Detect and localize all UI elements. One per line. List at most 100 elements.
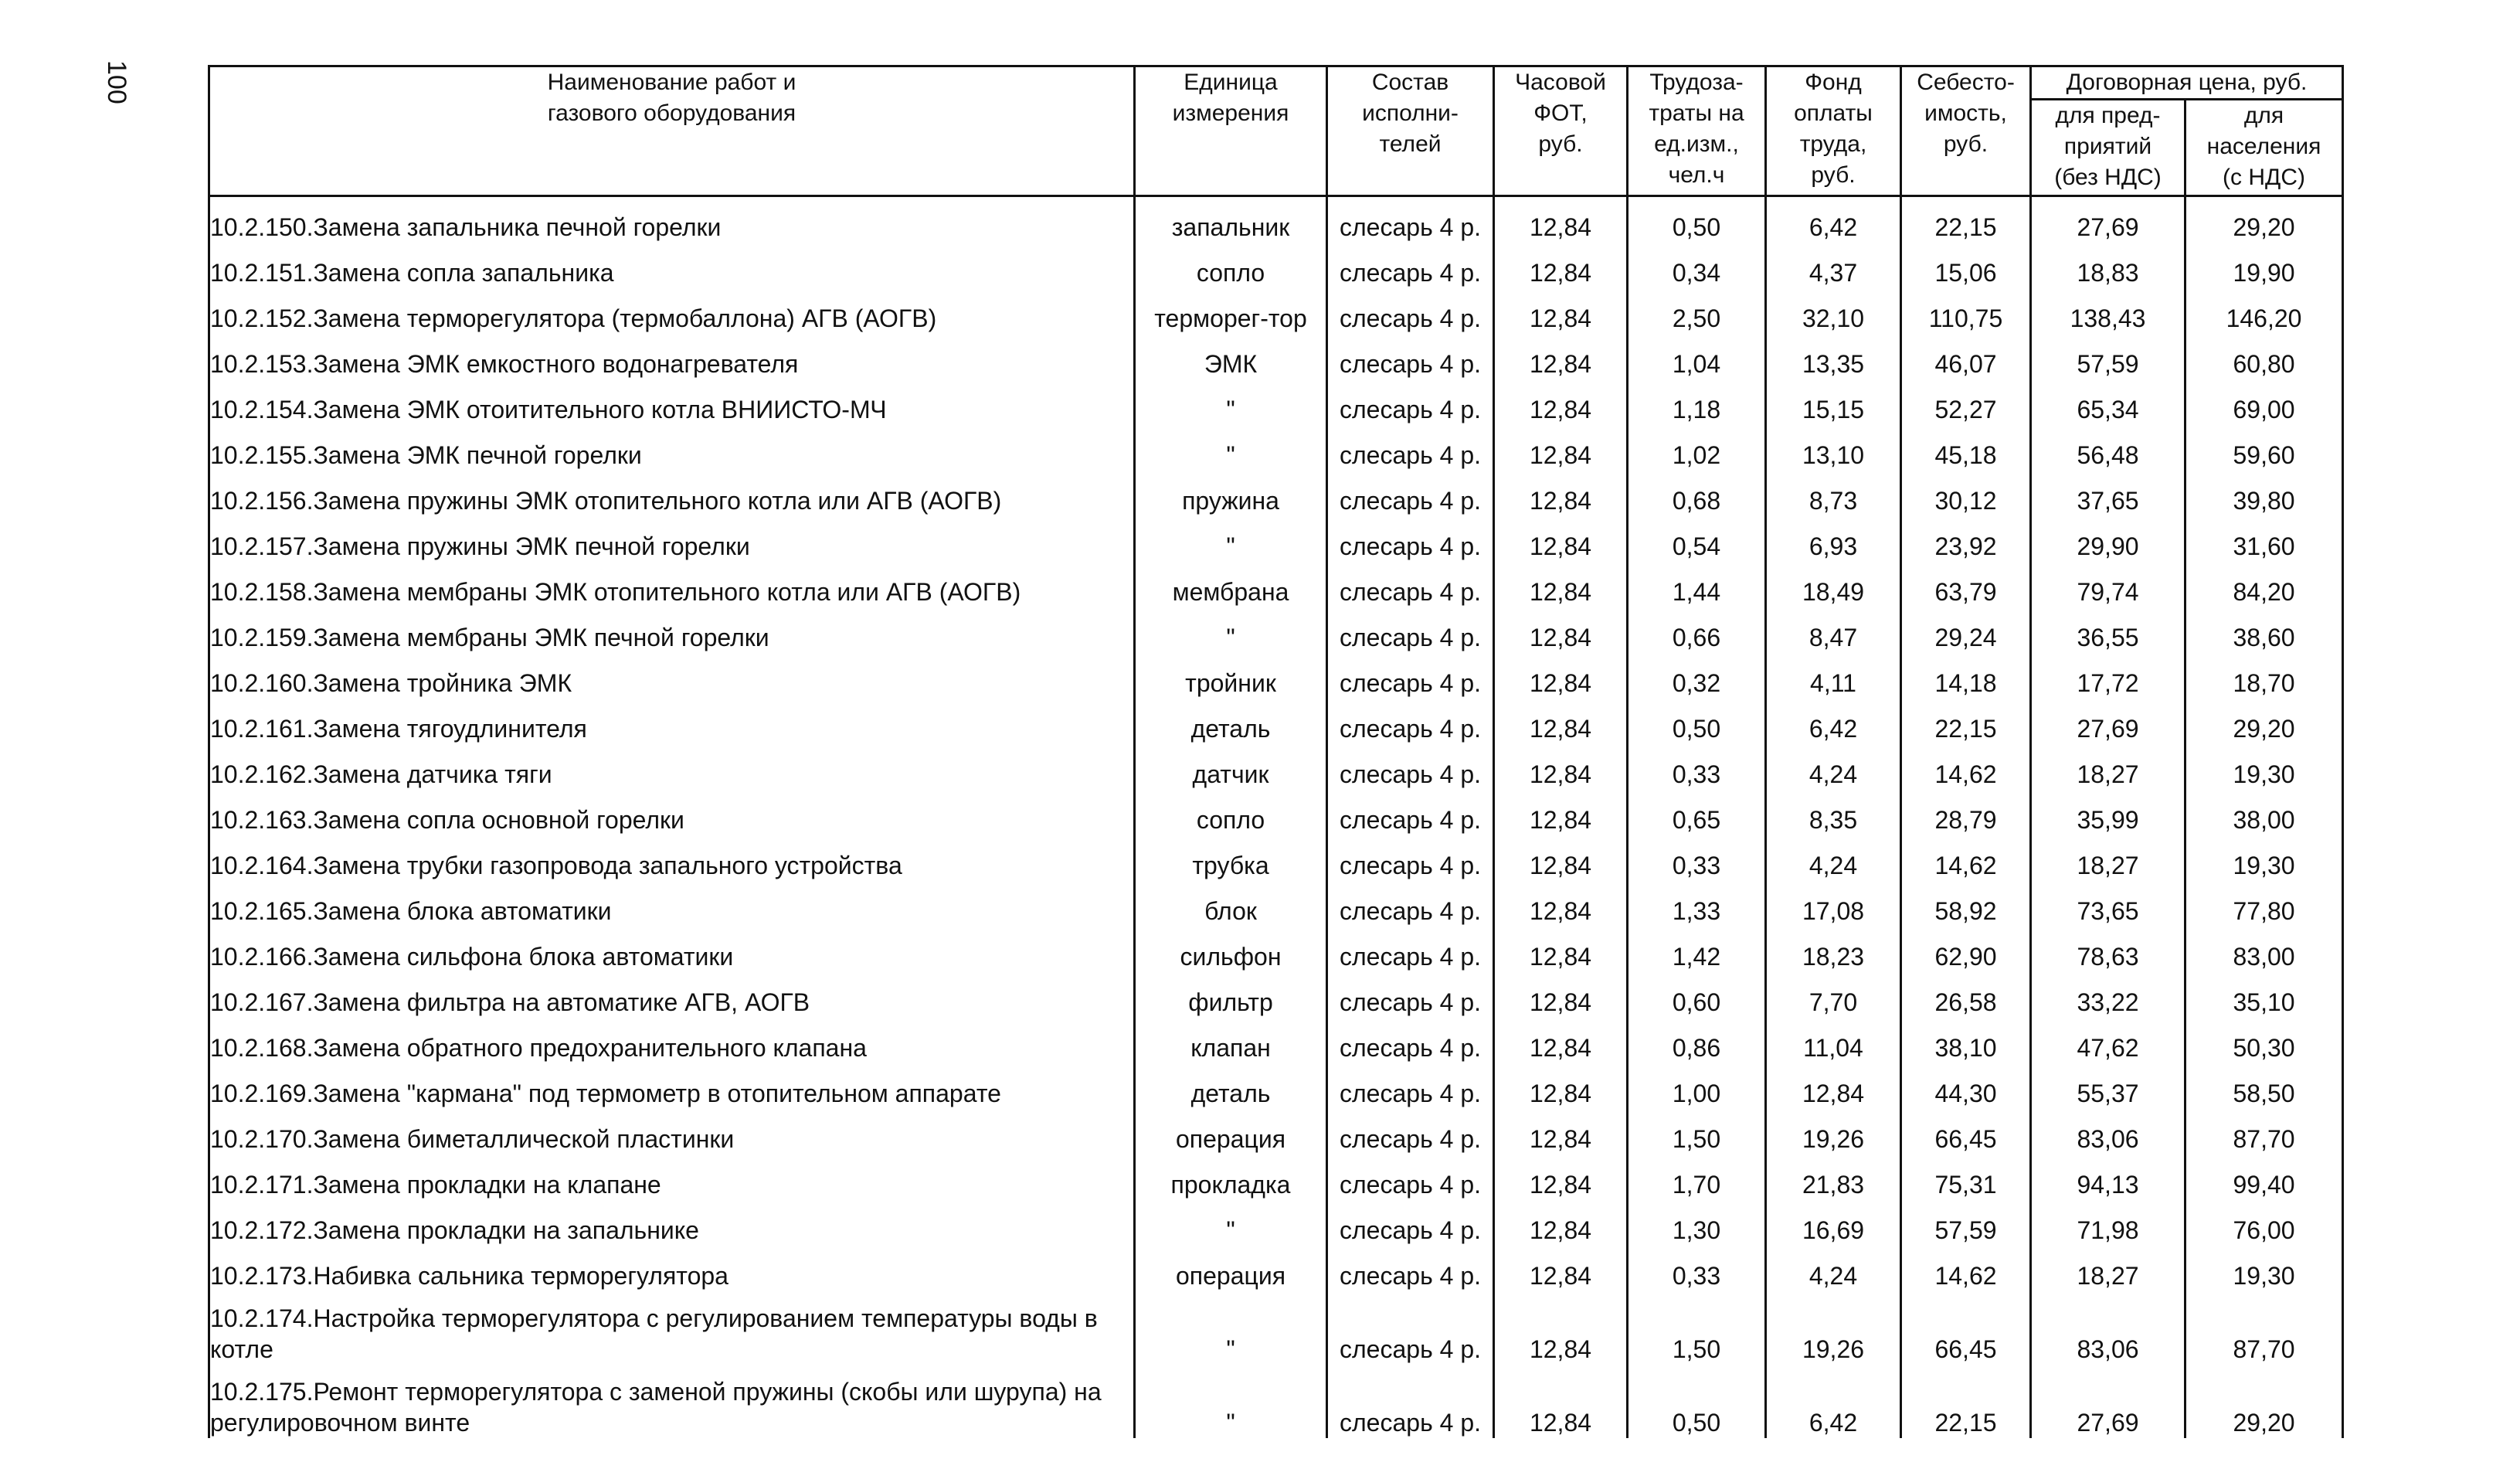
number-cell: 46,07 <box>1900 334 2032 379</box>
text-cell: слесарь 4 р. <box>1326 425 1495 471</box>
text-cell: " <box>1133 1365 1328 1438</box>
number-cell: 65,34 <box>2029 379 2186 425</box>
number-cell: 58,92 <box>1900 881 2032 927</box>
work-name-cell: 10.2.171.Замена прокладки на клапане <box>208 1154 1136 1200</box>
number-cell: 62,90 <box>1900 927 2032 972</box>
number-cell: 19,30 <box>2183 1246 2345 1291</box>
number-cell: 12,84 <box>1493 471 1628 516</box>
work-name-cell: 10.2.168.Замена обратного предохранитель… <box>208 1018 1136 1063</box>
header-row: для пред-приятий (без НДС) для населения (с … <box>209 98 2345 197</box>
number-cell: 55,37 <box>2029 1063 2186 1109</box>
work-name-cell: 10.2.157.Замена пружины ЭМК печной горел… <box>208 516 1136 562</box>
number-cell: 18,27 <box>2029 1246 2186 1291</box>
number-cell: 12,84 <box>1493 1200 1628 1246</box>
number-cell: 30,12 <box>1900 471 2032 516</box>
table-row: 10.2.153.Замена ЭМК емкостного водонагре… <box>208 334 2345 379</box>
number-cell: 18,49 <box>1764 562 1902 607</box>
number-cell: 0,34 <box>1626 243 1767 288</box>
text-cell: слесарь 4 р. <box>1326 562 1495 607</box>
number-cell: 0,65 <box>1626 790 1767 835</box>
text-cell: " <box>1133 379 1328 425</box>
text-cell: слесарь 4 р. <box>1326 790 1495 835</box>
work-code: 10.2.151. <box>210 259 314 287</box>
work-name-cell: 10.2.152.Замена терморегулятора (термоба… <box>208 288 1136 334</box>
number-cell: 18,83 <box>2029 243 2186 288</box>
text-cell: слесарь 4 р. <box>1326 1291 1495 1365</box>
header-line: чел.ч <box>1668 162 1725 188</box>
work-name: 10.2.159.Замена мембраны ЭМК печной горе… <box>210 622 1133 653</box>
work-code: 10.2.170. <box>210 1125 314 1153</box>
text-cell: " <box>1133 425 1328 471</box>
number-cell: 1,50 <box>1626 1109 1767 1154</box>
work-code: 10.2.164. <box>210 852 314 879</box>
number-cell: 27,69 <box>2029 699 2186 744</box>
work-name-cell: 10.2.151.Замена сопла запальника <box>208 243 1136 288</box>
number-cell: 12,84 <box>1493 607 1628 653</box>
table-row: 10.2.173.Набивка сальника терморегулятор… <box>208 1246 2345 1291</box>
work-code: 10.2.168. <box>210 1034 314 1062</box>
number-cell: 16,69 <box>1764 1200 1902 1246</box>
work-name: 10.2.167.Замена фильтра на автоматике АГ… <box>210 987 1133 1018</box>
work-code: 10.2.165. <box>210 897 314 925</box>
work-name-cell: 10.2.173.Набивка сальника терморегулятор… <box>208 1246 1136 1291</box>
work-code: 10.2.152. <box>210 304 314 332</box>
work-name-cell: 10.2.154.Замена ЭМК отоитительного котла… <box>208 379 1136 425</box>
number-cell: 7,70 <box>1764 972 1902 1018</box>
text-cell: слесарь 4 р. <box>1326 1154 1495 1200</box>
number-cell: 99,40 <box>2183 1154 2345 1200</box>
work-title: Замена датчика тяги <box>313 760 552 788</box>
work-name: 10.2.164.Замена трубки газопровода запал… <box>210 850 1133 881</box>
number-cell: 0,32 <box>1626 653 1767 699</box>
header-line: для пред- <box>2055 103 2161 128</box>
text-cell: операция <box>1133 1109 1328 1154</box>
table-row: 10.2.174.Настройка терморегулятора с рег… <box>208 1291 2345 1365</box>
number-cell: 13,10 <box>1764 425 1902 471</box>
number-cell: 12,84 <box>1493 972 1628 1018</box>
number-cell: 1,42 <box>1626 927 1767 972</box>
number-cell: 58,50 <box>2183 1063 2345 1109</box>
header-line: Трудоза- <box>1649 70 1744 95</box>
number-cell: 1,30 <box>1626 1200 1767 1246</box>
table-row: 10.2.165.Замена блока автоматики блок слес… <box>208 881 2345 927</box>
header-cell: Фонд оплаты труда, руб. <box>1764 65 1902 197</box>
work-code: 10.2.157. <box>210 532 314 560</box>
number-cell: 27,69 <box>2029 1365 2186 1438</box>
work-name: 10.2.165.Замена блока автоматики <box>210 896 1133 927</box>
work-name: 10.2.158.Замена мембраны ЭМК отопительно… <box>210 576 1133 607</box>
table-row: 10.2.163.Замена сопла основной горелки со… <box>208 790 2345 835</box>
text-cell: сопло <box>1133 790 1328 835</box>
number-cell: 0,50 <box>1626 699 1767 744</box>
number-cell: 8,73 <box>1764 471 1902 516</box>
work-name-cell: 10.2.175.Ремонт терморегулятора с замено… <box>208 1365 1136 1438</box>
work-title: Настройка терморегулятора с регулировани… <box>210 1304 1098 1363</box>
number-cell: 94,13 <box>2029 1154 2186 1200</box>
work-title: Замена обратного предохранительного клап… <box>313 1034 867 1062</box>
text-cell: слесарь 4 р. <box>1326 744 1495 790</box>
number-cell: 19,90 <box>2183 243 2345 288</box>
number-cell: 18,27 <box>2029 835 2186 881</box>
number-cell: 12,84 <box>1493 927 1628 972</box>
text-cell: слесарь 4 р. <box>1326 1246 1495 1291</box>
number-cell: 19,26 <box>1764 1109 1902 1154</box>
work-title: Замена прокладки на запальнике <box>313 1216 699 1244</box>
text-cell: слесарь 4 р. <box>1326 516 1495 562</box>
header-line: населения <box>2206 134 2321 159</box>
number-cell: 12,84 <box>1493 1365 1628 1438</box>
header-line: имость, <box>1924 100 2007 126</box>
work-name: 10.2.174.Настройка терморегулятора с рег… <box>210 1303 1133 1365</box>
number-cell: 12,84 <box>1493 288 1628 334</box>
number-cell: 28,79 <box>1900 790 2032 835</box>
number-cell: 69,00 <box>2183 379 2345 425</box>
table-row: 10.2.161.Замена тягоудлинителя деталь слес… <box>208 699 2345 744</box>
number-cell: 75,31 <box>1900 1154 2032 1200</box>
number-cell: 83,00 <box>2183 927 2345 972</box>
number-cell: 0,50 <box>1626 1365 1767 1438</box>
work-code: 10.2.174. <box>210 1304 314 1332</box>
table-row: 10.2.170.Замена биметаллической пластинк… <box>208 1109 2345 1154</box>
table-header: Наименование работ и газового оборудовани… <box>208 65 2345 197</box>
table-row: 10.2.166.Замена сильфона блока автоматик… <box>208 927 2345 972</box>
work-name-cell: 10.2.160.Замена тройника ЭМК <box>208 653 1136 699</box>
header-cell: для населения (с НДС) <box>2183 98 2345 197</box>
number-cell: 8,35 <box>1764 790 1902 835</box>
text-cell: сильфон <box>1133 927 1328 972</box>
